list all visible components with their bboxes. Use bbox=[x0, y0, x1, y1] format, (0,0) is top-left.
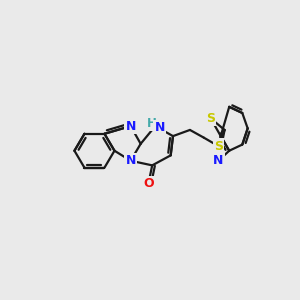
Text: N: N bbox=[155, 121, 165, 134]
Text: O: O bbox=[143, 177, 154, 190]
Text: N: N bbox=[125, 120, 136, 133]
Text: S: S bbox=[214, 140, 223, 153]
Text: S: S bbox=[206, 112, 215, 125]
Text: N: N bbox=[125, 154, 136, 167]
Text: H: H bbox=[147, 116, 157, 130]
Text: N: N bbox=[213, 154, 224, 167]
